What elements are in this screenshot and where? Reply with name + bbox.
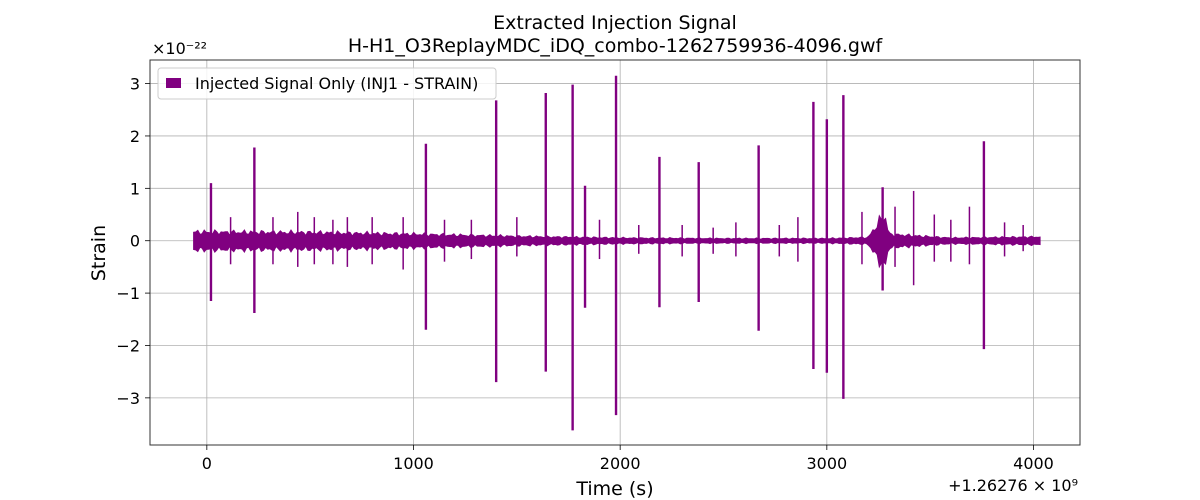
legend-box — [157, 67, 497, 100]
x-offset-label: +1.26276 × 10⁹ — [948, 476, 1078, 495]
x-axis-label: Time (s) — [575, 478, 653, 500]
y-tick-label: 1 — [130, 179, 140, 198]
legend-swatch — [166, 78, 181, 88]
series-injected-signal — [193, 75, 1041, 431]
axis-ticks: 0 1000 2000 3000 4000 −3 −2 −1 0 1 2 3 — [116, 75, 1053, 473]
x-tick-label: 2000 — [600, 454, 641, 473]
y-tick-label: −2 — [116, 336, 140, 355]
y-multiplier-label: ×10⁻²² — [152, 39, 207, 58]
chart-subtitle: H-H1_O3ReplayMDC_iDQ_combo-1262759936-40… — [348, 35, 884, 57]
y-tick-label: 0 — [130, 232, 140, 251]
legend: Injected Signal Only (INJ1 - STRAIN) — [157, 67, 497, 100]
x-tick-label: 4000 — [1013, 454, 1054, 473]
y-axis-label: Strain — [88, 225, 110, 281]
legend-label: Injected Signal Only (INJ1 - STRAIN) — [195, 74, 478, 93]
y-tick-label: 3 — [130, 75, 140, 94]
plot-area-frame — [149, 59, 1081, 446]
x-tick-label: 3000 — [806, 454, 847, 473]
y-tick-label: 2 — [130, 127, 140, 146]
x-tick-label: 1000 — [393, 454, 434, 473]
chart-title: Extracted Injection Signal — [493, 12, 737, 34]
y-tick-label: −1 — [116, 284, 140, 303]
x-tick-label: 0 — [202, 454, 212, 473]
y-tick-label: −3 — [116, 389, 140, 408]
